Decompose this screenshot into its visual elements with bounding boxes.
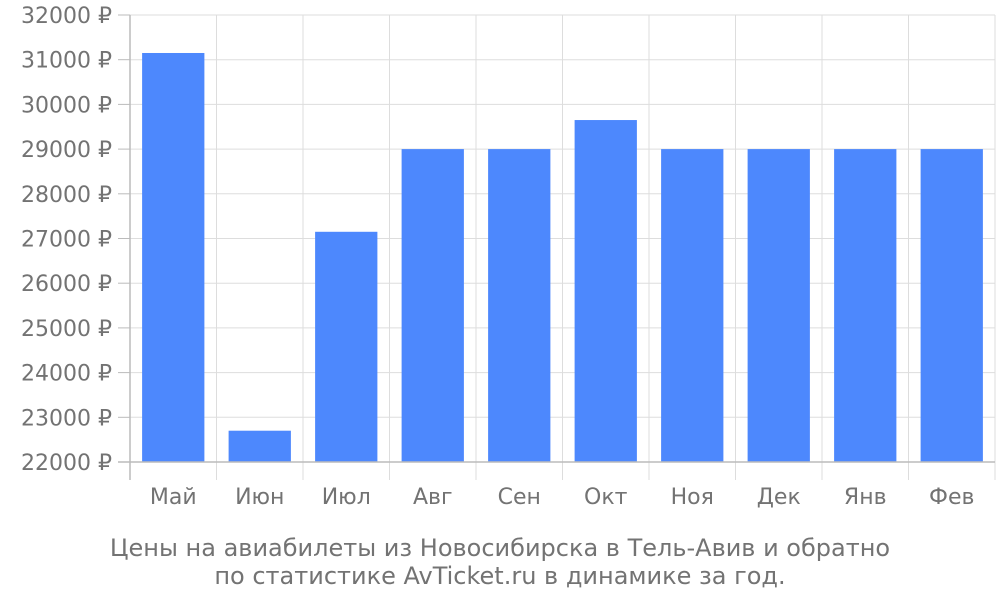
- x-tick-label: Май: [150, 485, 197, 510]
- bar: [315, 231, 378, 462]
- chart-caption-line-2: по статистике AvTicket.ru в динамике за …: [214, 562, 786, 590]
- y-tick-label: 30000 ₽: [21, 93, 112, 118]
- bar: [834, 149, 897, 462]
- bar: [920, 149, 983, 462]
- y-tick-label: 32000 ₽: [21, 4, 112, 29]
- x-tick-label: Авг: [413, 485, 453, 510]
- bar: [661, 149, 724, 462]
- bar: [574, 120, 637, 463]
- x-tick-label: Янв: [844, 485, 887, 510]
- bar: [401, 149, 464, 462]
- x-tick-label: Ноя: [671, 485, 714, 510]
- bar: [228, 430, 291, 462]
- y-tick-label: 24000 ₽: [21, 362, 112, 387]
- x-tick-label: Фев: [929, 485, 974, 510]
- x-tick-labels: Май Июн Июл Авг Сен Окт Ноя Дек Янв Фев: [150, 485, 975, 510]
- x-tick-label: Июн: [235, 485, 284, 510]
- chart-caption-line-1: Цены на авиабилеты из Новосибирска в Тел…: [109, 534, 891, 562]
- x-tick-label: Июл: [322, 485, 371, 510]
- x-tick-label: Сен: [498, 485, 541, 510]
- bar: [488, 149, 551, 462]
- y-tick-label: 27000 ₽: [21, 228, 112, 253]
- y-tick-labels: 22000 ₽ 23000 ₽ 24000 ₽ 25000 ₽ 26000 ₽ 27000…: [21, 4, 112, 476]
- y-tick-label: 25000 ₽: [21, 317, 112, 342]
- y-tick-label: 31000 ₽: [21, 49, 112, 74]
- y-tick-label: 26000 ₽: [21, 272, 112, 297]
- axes: [118, 14, 995, 480]
- x-tick-label: Окт: [584, 485, 628, 510]
- y-tick-label: 23000 ₽: [21, 406, 112, 431]
- y-tick-label: 28000 ₽: [21, 183, 112, 208]
- y-tick-label: 29000 ₽: [21, 138, 112, 163]
- x-tick-label: Дек: [757, 485, 801, 510]
- y-tick-label: 22000 ₽: [21, 451, 112, 476]
- bar: [747, 149, 810, 462]
- bar: [142, 52, 205, 463]
- bars: [142, 52, 983, 463]
